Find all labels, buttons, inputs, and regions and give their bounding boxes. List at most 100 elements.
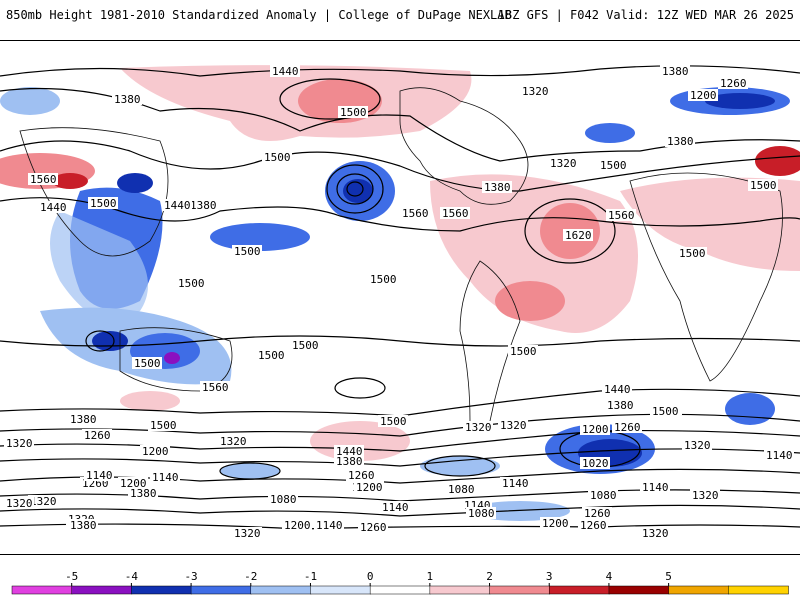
contour-label: 1620 [563, 229, 593, 242]
contour-label: 1560 [400, 207, 430, 220]
svg-text:1320: 1320 [550, 157, 577, 170]
svg-text:1380: 1380 [70, 519, 97, 532]
svg-text:1080: 1080 [270, 493, 297, 506]
contour-label: 1140 [640, 481, 670, 494]
legend-swatch [310, 585, 371, 595]
svg-text:1260: 1260 [720, 77, 747, 90]
contour-label: 1500 [176, 277, 206, 290]
contour-label: 1380 [482, 181, 512, 194]
svg-text:1140: 1140 [766, 449, 793, 462]
legend-swatch [608, 585, 670, 595]
legend-swatch [429, 585, 491, 595]
svg-text:1560: 1560 [402, 207, 429, 220]
legend-swatch [250, 585, 312, 595]
contour-label: 1500 [598, 159, 628, 172]
svg-text:1320: 1320 [6, 497, 33, 510]
svg-text:1440: 1440 [164, 199, 191, 212]
svg-text:1320: 1320 [30, 495, 57, 508]
svg-text:1500: 1500 [178, 277, 205, 290]
svg-text:1500: 1500 [750, 179, 777, 192]
svg-text:1140: 1140 [152, 471, 179, 484]
contour-label: 1320 [218, 435, 248, 448]
contour-label: 1320 [28, 495, 58, 508]
legend-tick-label: -4 [125, 570, 139, 583]
contour-label: 1500 [256, 349, 286, 362]
svg-text:1380: 1380 [114, 93, 141, 106]
svg-text:1200: 1200 [120, 477, 147, 490]
svg-text:1320: 1320 [234, 527, 261, 540]
svg-text:1020: 1020 [582, 457, 609, 470]
contour-label: 1260 [612, 421, 642, 434]
contour-label: 1140 [150, 471, 180, 484]
svg-text:1140: 1140 [86, 469, 113, 482]
contour-label: 1380 [188, 199, 218, 212]
svg-text:1380: 1380 [667, 135, 694, 148]
legend-tick-label: 2 [486, 570, 493, 583]
contour-label: 1200 [282, 519, 312, 532]
svg-text:1200: 1200 [542, 517, 569, 530]
anomaly-shading [0, 65, 800, 521]
contour-label: 1500 [132, 357, 162, 370]
svg-text:1380: 1380 [336, 455, 363, 468]
contour-label: 1320 [463, 421, 493, 434]
contour-label: 1140 [314, 519, 344, 532]
contour-label: 1500 [88, 197, 118, 210]
legend-swatch [11, 585, 73, 595]
contour-label: 1380 [68, 519, 98, 532]
svg-text:1380: 1380 [130, 487, 157, 500]
contour-label: 1200 [140, 445, 170, 458]
contour-label: 1320 [548, 157, 578, 170]
svg-text:1560: 1560 [30, 173, 57, 186]
contour-label: 1200 [354, 481, 384, 494]
contour-label: 1320 [498, 419, 528, 432]
contour-label: 1260 [718, 77, 748, 90]
legend-tick-label: 1 [427, 570, 434, 583]
contour-label: 1080 [268, 493, 298, 506]
contour-label: 1560 [28, 173, 58, 186]
legend-tick-label: 5 [665, 570, 672, 583]
legend-ticks: -5 -4 -3 -2 -1 0 1 2 3 4 5 [65, 570, 672, 586]
legend-swatch [548, 585, 610, 595]
contour-label: 1500 [650, 405, 680, 418]
contour-label: 1320 [232, 527, 262, 540]
svg-text:1440: 1440 [604, 383, 631, 396]
contour-label: 1380 [334, 455, 364, 468]
contour-label: 1500 [148, 419, 178, 432]
legend-swatch [728, 585, 789, 595]
contour-label: 1320 [690, 489, 720, 502]
svg-text:1260: 1260 [584, 507, 611, 520]
svg-text:1320: 1320 [692, 489, 719, 502]
svg-text:1320: 1320 [465, 421, 492, 434]
svg-text:1140: 1140 [502, 477, 529, 490]
contour-label: 1320 [4, 497, 34, 510]
legend-tick-label: 3 [546, 570, 553, 583]
svg-text:1440: 1440 [40, 201, 67, 214]
contour-label: 1500 [262, 151, 292, 164]
legend-tick-label: 4 [606, 570, 613, 583]
header: 850mb Height 1981-2010 Standardized Anom… [0, 0, 800, 40]
contour-label: 1260 [82, 429, 112, 442]
map-title: 850mb Height 1981-2010 Standardized Anom… [6, 8, 512, 22]
svg-text:1500: 1500 [264, 151, 291, 164]
contour-label: 1500 [508, 345, 538, 358]
svg-text:1500: 1500 [258, 349, 285, 362]
svg-text:1500: 1500 [234, 245, 261, 258]
svg-text:1500: 1500 [90, 197, 117, 210]
legend-tick-label: -1 [304, 570, 317, 583]
contour-label: 1320 [640, 527, 670, 540]
contour-label: 1200 [580, 423, 610, 436]
svg-text:1320: 1320 [642, 527, 669, 540]
legend-swatch [668, 585, 730, 595]
contour-label: 1080 [588, 489, 618, 502]
contour-label: 1080 [466, 507, 496, 520]
contour-label: 1380 [605, 399, 635, 412]
contour-label: 1200 [118, 477, 148, 490]
svg-text:1080: 1080 [590, 489, 617, 502]
contour-label: 1260 [358, 521, 388, 534]
svg-text:1500: 1500 [370, 273, 397, 286]
legend-bar [11, 585, 789, 595]
svg-text:1500: 1500 [652, 405, 679, 418]
svg-text:1080: 1080 [468, 507, 495, 520]
svg-text:1320: 1320 [684, 439, 711, 452]
svg-text:1380: 1380 [662, 65, 689, 78]
